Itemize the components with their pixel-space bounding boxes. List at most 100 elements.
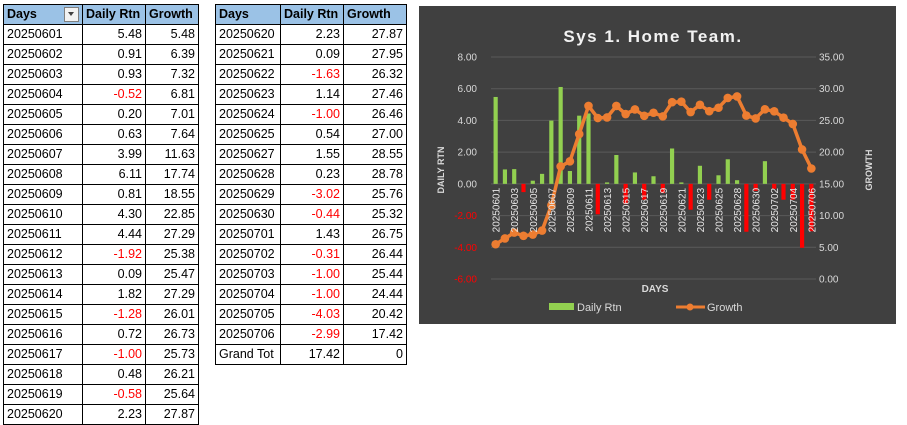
- bar-daily-rtn[interactable]: [577, 115, 582, 184]
- cell-daily-rtn[interactable]: 1.14: [280, 84, 344, 105]
- combo-chart[interactable]: Sys 1. Home Team. 20250601 20250603 202506…: [419, 6, 896, 324]
- cell-days[interactable]: 20250705: [215, 304, 281, 325]
- bar-daily-rtn[interactable]: [614, 154, 619, 184]
- growth-point[interactable]: [593, 113, 603, 123]
- cell-growth[interactable]: 28.78: [343, 164, 407, 185]
- cell-growth[interactable]: 26.01: [145, 304, 199, 325]
- cell-daily-rtn[interactable]: 1.43: [280, 224, 344, 245]
- cell-growth[interactable]: 25.73: [145, 344, 199, 365]
- cell-days[interactable]: 20250607: [3, 144, 83, 165]
- cell-growth[interactable]: 27.29: [145, 284, 199, 305]
- header-cell-days[interactable]: Days: [215, 4, 281, 25]
- cell-growth[interactable]: 25.76: [343, 184, 407, 205]
- growth-point[interactable]: [528, 230, 538, 239]
- cell-daily-rtn[interactable]: -1.92: [82, 244, 146, 265]
- cell-days[interactable]: 20250628: [215, 164, 281, 185]
- cell-growth[interactable]: 22.85: [145, 204, 199, 225]
- cell-days[interactable]: 20250620: [3, 404, 83, 425]
- growth-point[interactable]: [760, 105, 770, 114]
- cell-growth[interactable]: 25.47: [145, 264, 199, 285]
- cell-growth[interactable]: 7.01: [145, 104, 199, 125]
- cell-daily-rtn[interactable]: 0.20: [82, 104, 146, 125]
- growth-point[interactable]: [704, 106, 714, 116]
- header-cell-days[interactable]: Days: [3, 4, 83, 25]
- growth-point[interactable]: [751, 114, 760, 123]
- cell-days[interactable]: 20250629: [215, 184, 281, 205]
- cell-daily-rtn[interactable]: -0.58: [82, 384, 146, 405]
- growth-point[interactable]: [584, 101, 593, 111]
- cell-growth[interactable]: 27.29: [145, 224, 199, 245]
- cell-daily-rtn[interactable]: 6.11: [82, 164, 146, 185]
- cell-daily-rtn[interactable]: 0.81: [82, 184, 146, 205]
- cell-daily-rtn[interactable]: -0.44: [280, 204, 344, 225]
- bar-daily-rtn[interactable]: [512, 169, 517, 184]
- header-cell-growth[interactable]: Growth: [343, 4, 407, 25]
- cell-growth[interactable]: 25.44: [343, 264, 407, 285]
- cell-days[interactable]: 20250608: [3, 164, 83, 185]
- cell-growth[interactable]: 26.46: [343, 104, 407, 125]
- bar-daily-rtn[interactable]: [697, 165, 703, 184]
- growth-point[interactable]: [565, 157, 575, 166]
- cell-days[interactable]: 20250613: [3, 264, 83, 285]
- cell-days[interactable]: 20250620: [215, 24, 281, 45]
- cell-days[interactable]: 20250619: [3, 384, 83, 405]
- growth-point[interactable]: [547, 200, 556, 210]
- cell-days[interactable]: 20250706: [215, 324, 281, 345]
- cell-days[interactable]: 20250612: [3, 244, 83, 265]
- cell-days[interactable]: 20250606: [3, 124, 83, 145]
- header-cell-daily-rtn[interactable]: Daily Rtn: [280, 4, 344, 25]
- cell-growth[interactable]: 27.00: [343, 124, 407, 145]
- cell-growth[interactable]: 17.42: [343, 324, 407, 345]
- growth-point[interactable]: [649, 108, 658, 118]
- growth-point[interactable]: [686, 107, 695, 117]
- growth-point[interactable]: [723, 93, 733, 103]
- cell-days[interactable]: 20250704: [215, 284, 281, 305]
- cell-growth[interactable]: 6.81: [145, 84, 199, 105]
- cell-daily-rtn[interactable]: 2.23: [82, 404, 146, 425]
- cell-days[interactable]: 20250621: [215, 44, 281, 65]
- cell-days[interactable]: 20250614: [3, 284, 83, 305]
- bar-daily-rtn[interactable]: [521, 183, 526, 193]
- growth-point[interactable]: [500, 234, 510, 243]
- cell-growth[interactable]: 27.87: [145, 404, 199, 425]
- cell-growth[interactable]: 27.46: [343, 84, 407, 105]
- cell-growth[interactable]: 24.44: [343, 284, 407, 305]
- cell-daily-rtn[interactable]: 1.82: [82, 284, 146, 305]
- cell-daily-rtn[interactable]: 4.44: [82, 224, 146, 245]
- growth-point[interactable]: [807, 164, 816, 173]
- bar-daily-rtn[interactable]: [549, 120, 554, 184]
- growth-point[interactable]: [630, 105, 640, 114]
- bar-daily-rtn[interactable]: [744, 183, 749, 232]
- growth-point[interactable]: [556, 162, 565, 171]
- bar-daily-rtn[interactable]: [716, 175, 721, 184]
- filter-dropdown-icon[interactable]: [64, 7, 79, 22]
- cell-daily-rtn[interactable]: 0.91: [82, 44, 146, 65]
- growth-point[interactable]: [677, 97, 686, 107]
- growth-point[interactable]: [602, 113, 612, 122]
- bar-daily-rtn[interactable]: [790, 183, 795, 200]
- cell-growth[interactable]: 25.38: [145, 244, 199, 265]
- cell-growth[interactable]: 26.44: [343, 244, 407, 265]
- bar-daily-rtn[interactable]: [660, 183, 665, 194]
- cell-growth[interactable]: 18.55: [145, 184, 199, 205]
- cell-growth[interactable]: 25.32: [343, 204, 407, 225]
- growth-point[interactable]: [621, 109, 630, 119]
- cell-days[interactable]: 20250701: [215, 224, 281, 245]
- cell-days[interactable]: 20250630: [215, 204, 281, 225]
- growth-point[interactable]: [742, 111, 751, 120]
- growth-point[interactable]: [732, 92, 742, 101]
- cell-growth[interactable]: 28.55: [343, 144, 407, 165]
- cell-growth[interactable]: 17.74: [145, 164, 199, 185]
- growth-point[interactable]: [574, 129, 584, 139]
- cell-growth[interactable]: 7.32: [145, 64, 199, 85]
- bar-daily-rtn[interactable]: [502, 169, 508, 184]
- cell-days[interactable]: 20250605: [3, 104, 83, 125]
- bar-daily-rtn[interactable]: [762, 161, 768, 184]
- growth-point[interactable]: [537, 226, 547, 235]
- cell-daily-rtn[interactable]: -0.52: [82, 84, 146, 105]
- cell-daily-rtn[interactable]: -3.02: [280, 184, 344, 205]
- cell-growth[interactable]: 20.42: [343, 304, 407, 325]
- cell-growth[interactable]: 26.32: [343, 64, 407, 85]
- cell-days[interactable]: 20250603: [3, 64, 83, 85]
- cell-daily-rtn[interactable]: 0.93: [82, 64, 146, 85]
